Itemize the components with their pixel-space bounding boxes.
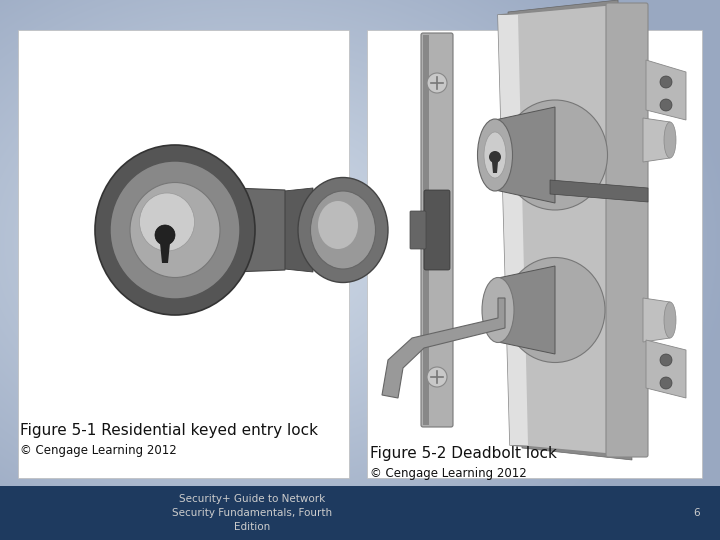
Circle shape bbox=[660, 76, 672, 88]
FancyBboxPatch shape bbox=[410, 211, 426, 249]
Text: 6: 6 bbox=[693, 508, 700, 518]
Polygon shape bbox=[550, 180, 648, 202]
Polygon shape bbox=[646, 340, 686, 398]
Ellipse shape bbox=[664, 302, 676, 338]
Polygon shape bbox=[495, 107, 555, 203]
Polygon shape bbox=[508, 0, 632, 460]
Text: Figure 5-1 Residential keyed entry lock: Figure 5-1 Residential keyed entry lock bbox=[20, 423, 318, 438]
Polygon shape bbox=[275, 188, 313, 272]
Circle shape bbox=[427, 73, 447, 93]
Circle shape bbox=[660, 377, 672, 389]
Polygon shape bbox=[160, 243, 170, 263]
Bar bbox=[0, 486, 720, 540]
Polygon shape bbox=[498, 266, 555, 354]
Ellipse shape bbox=[95, 145, 255, 315]
Ellipse shape bbox=[310, 191, 376, 269]
Text: © Cengage Learning 2012: © Cengage Learning 2012 bbox=[370, 467, 527, 480]
Circle shape bbox=[489, 151, 501, 163]
Circle shape bbox=[660, 354, 672, 366]
Text: Figure 5-2 Deadbolt lock: Figure 5-2 Deadbolt lock bbox=[370, 446, 557, 461]
Ellipse shape bbox=[484, 132, 506, 178]
Ellipse shape bbox=[664, 122, 676, 158]
Ellipse shape bbox=[318, 201, 358, 249]
Polygon shape bbox=[646, 60, 686, 120]
FancyBboxPatch shape bbox=[606, 3, 648, 457]
Ellipse shape bbox=[477, 119, 513, 191]
Circle shape bbox=[660, 99, 672, 111]
Ellipse shape bbox=[505, 258, 605, 362]
FancyBboxPatch shape bbox=[424, 190, 450, 270]
Ellipse shape bbox=[503, 100, 608, 210]
Ellipse shape bbox=[482, 278, 514, 342]
Polygon shape bbox=[492, 162, 498, 173]
Polygon shape bbox=[643, 118, 670, 162]
Text: Security+ Guide to Network
Security Fundamentals, Fourth
Edition: Security+ Guide to Network Security Fund… bbox=[172, 494, 332, 532]
Circle shape bbox=[155, 225, 175, 245]
Circle shape bbox=[427, 367, 447, 387]
Bar bbox=[367, 30, 702, 478]
Ellipse shape bbox=[298, 178, 388, 282]
Bar bbox=[423, 35, 429, 425]
Ellipse shape bbox=[140, 193, 194, 251]
FancyBboxPatch shape bbox=[421, 33, 453, 427]
Ellipse shape bbox=[130, 183, 220, 278]
Polygon shape bbox=[498, 15, 528, 445]
Polygon shape bbox=[498, 5, 620, 455]
Polygon shape bbox=[382, 298, 505, 398]
Polygon shape bbox=[643, 298, 670, 342]
Polygon shape bbox=[155, 185, 285, 275]
Ellipse shape bbox=[110, 161, 240, 299]
Bar bbox=[18, 30, 349, 478]
Text: © Cengage Learning 2012: © Cengage Learning 2012 bbox=[20, 444, 176, 457]
